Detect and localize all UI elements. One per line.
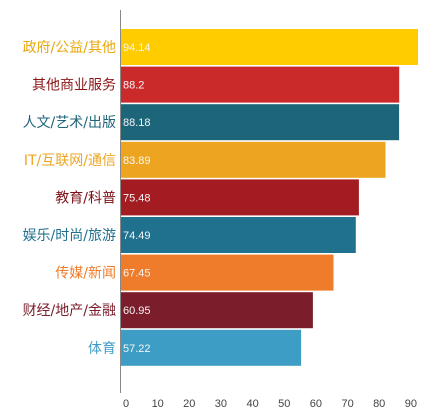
category-6-label: 娱乐/时尚/旅游: [23, 228, 116, 244]
x-tick-label-90: 90: [405, 398, 417, 410]
bar-7: [120, 254, 334, 291]
bars-group: [120, 29, 418, 366]
value-label-1: 94.14: [123, 42, 151, 54]
value-label-8: 60.95: [123, 305, 151, 317]
category-1-label: 政府/公益/其他: [23, 40, 116, 56]
x-axis-ticks-group: 0 10 20 30 40 50 60 70 80 90: [123, 398, 417, 410]
x-tick-label-0: 0: [123, 398, 129, 410]
value-label-7: 67.45: [123, 268, 151, 280]
bar-9: [120, 329, 302, 366]
bar-8: [120, 292, 313, 329]
category-8-label: 财经/地产/金融: [23, 303, 116, 319]
x-tick-label-10: 10: [152, 398, 164, 410]
category-9-label: 体育: [88, 341, 116, 357]
bar-4: [120, 141, 386, 178]
category-4-label: IT/互联网/通信: [24, 153, 116, 169]
value-label-4: 83.89: [123, 155, 151, 167]
x-tick-label-30: 30: [215, 398, 227, 410]
x-tick-label-50: 50: [278, 398, 290, 410]
x-tick-label-70: 70: [341, 398, 353, 410]
value-label-2: 88.2: [123, 80, 144, 92]
bar-3: [120, 104, 400, 141]
value-label-5: 75.48: [123, 192, 151, 204]
x-tick-label-80: 80: [373, 398, 385, 410]
category-7-label: 传媒/新闻: [55, 266, 116, 282]
bar-2: [120, 66, 400, 103]
bar-6: [120, 217, 356, 253]
value-label-6: 74.49: [123, 230, 151, 242]
value-labels-group: 94.14 88.2 88.18 83.89 75.48 74.49 67.45 60.95 5…: [123, 42, 151, 355]
value-label-9: 57.22: [123, 343, 151, 355]
category-3-label: 人文/艺术/出版: [23, 115, 116, 131]
value-label-3: 88.18: [123, 117, 151, 129]
category-5-label: 教育/科普: [55, 190, 116, 206]
x-tick-label-40: 40: [246, 398, 258, 410]
bar-1: [120, 29, 418, 65]
category-2-label: 其他商业服务: [32, 78, 116, 94]
x-tick-label-60: 60: [310, 398, 322, 410]
x-tick-label-20: 20: [183, 398, 195, 410]
bar-5: [120, 179, 359, 216]
